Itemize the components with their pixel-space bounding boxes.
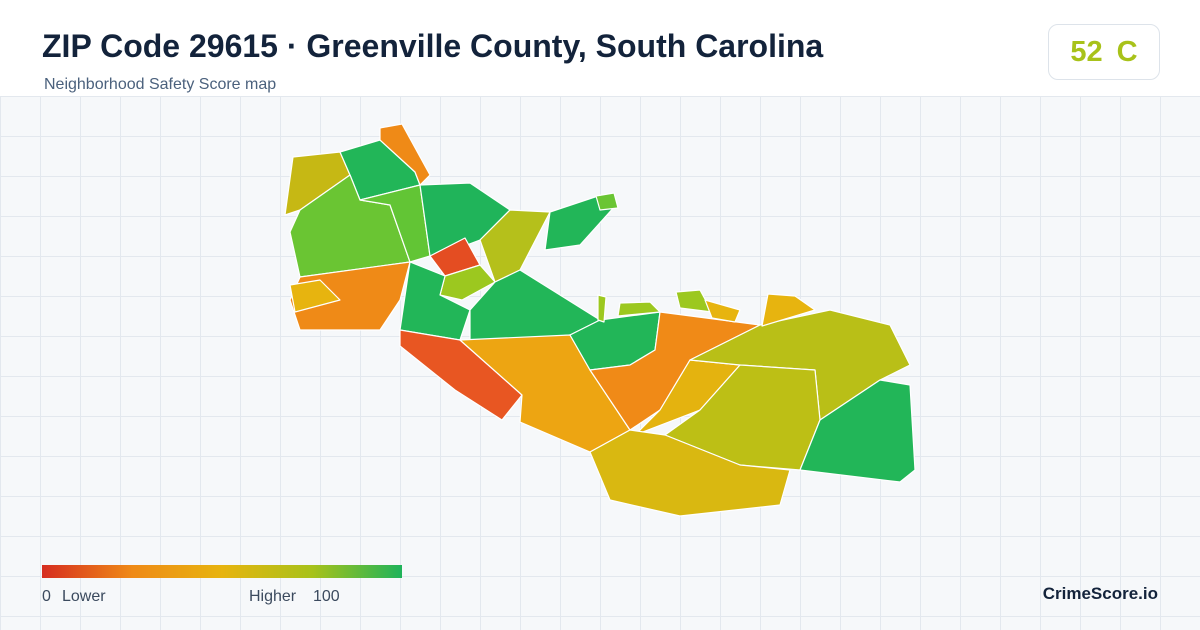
region bbox=[704, 299, 741, 323]
neighborhoods bbox=[284, 123, 916, 517]
region bbox=[589, 429, 791, 517]
region bbox=[761, 293, 816, 327]
title: ZIP Code 29615 · Greenville County, Sout… bbox=[42, 28, 824, 64]
subtitle: Neighborhood Safety Score map bbox=[44, 76, 277, 93]
legend-min: 0 bbox=[42, 588, 51, 605]
score-badge: 52 C bbox=[1048, 24, 1160, 80]
legend-max-label: Higher bbox=[249, 588, 297, 605]
region bbox=[544, 195, 617, 251]
region bbox=[617, 301, 661, 317]
region bbox=[595, 192, 619, 211]
legend-min-label: Lower bbox=[62, 588, 106, 605]
region bbox=[289, 279, 341, 313]
region bbox=[799, 379, 916, 483]
region bbox=[359, 184, 431, 263]
legend-max: 100 bbox=[313, 588, 340, 605]
score-value: 52 bbox=[1070, 35, 1103, 68]
score-grade: C bbox=[1116, 35, 1138, 68]
header bbox=[0, 0, 1200, 96]
brand: CrimeScore.io bbox=[1042, 584, 1158, 603]
region bbox=[597, 294, 607, 323]
legend-gradient bbox=[42, 565, 402, 578]
